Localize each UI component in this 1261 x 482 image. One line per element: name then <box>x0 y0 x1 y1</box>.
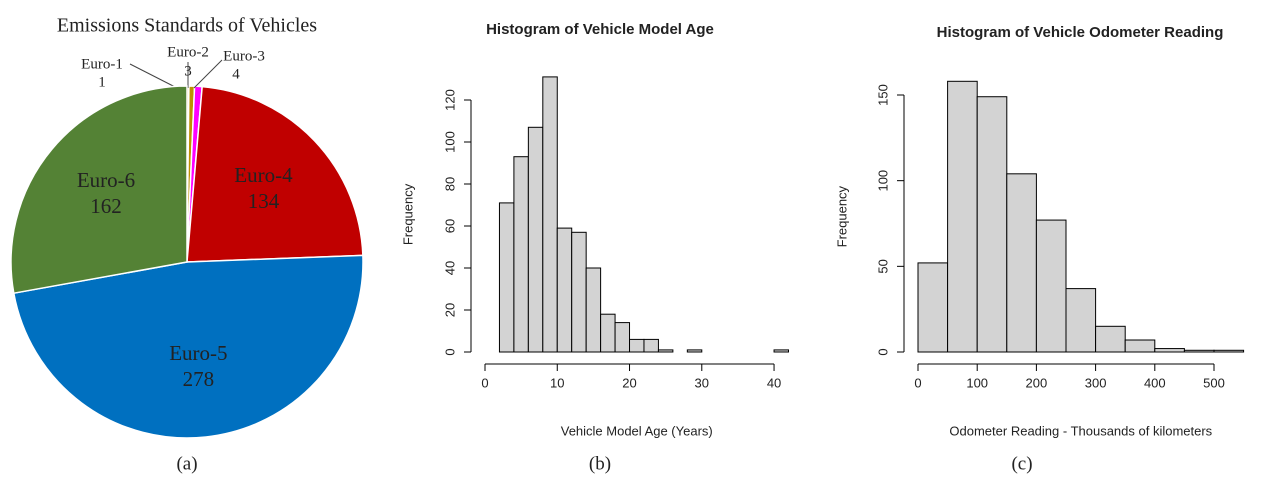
x-tick-label: 200 <box>1026 375 1048 390</box>
x-axis-label: Odometer Reading - Thousands of kilomete… <box>949 423 1212 438</box>
x-tick-label: 40 <box>767 375 781 390</box>
chart-title: Emissions Standards of Vehicles <box>57 15 317 37</box>
value-label: 162 <box>90 194 122 218</box>
bar <box>1183 349 1215 353</box>
bar <box>600 313 616 353</box>
panel-label: (c) <box>1011 453 1032 474</box>
y-tick-label: 60 <box>442 219 457 233</box>
value-label: 3 <box>184 63 192 79</box>
bar <box>614 322 631 353</box>
pie-slice <box>10 85 188 295</box>
bar <box>976 96 1008 353</box>
y-tick-label: 80 <box>442 177 457 191</box>
y-tick-label: 120 <box>442 89 457 111</box>
panel-label: (b) <box>589 453 611 474</box>
bar <box>917 262 949 353</box>
bar <box>686 349 703 353</box>
pie-slice <box>12 254 364 439</box>
bar <box>629 338 645 353</box>
x-tick-label: 0 <box>914 375 921 390</box>
y-tick-label: 50 <box>875 259 890 273</box>
value-label: 278 <box>183 367 215 391</box>
slice-label: Euro-5 <box>169 341 227 365</box>
bar <box>1035 219 1067 353</box>
bar <box>1154 348 1185 353</box>
bar <box>1213 349 1245 353</box>
bar <box>773 349 789 353</box>
slice-label: Euro-1 <box>81 56 123 72</box>
bar <box>1124 339 1156 353</box>
bar <box>571 231 587 353</box>
slice-label: Euro-2 <box>167 44 209 60</box>
panel-label: (a) <box>176 453 197 474</box>
y-tick-label: 100 <box>442 131 457 153</box>
x-tick-label: 10 <box>550 375 564 390</box>
leader-line <box>193 59 223 89</box>
x-tick-label: 100 <box>966 375 988 390</box>
slice-label: Euro-4 <box>234 163 293 187</box>
value-label: 134 <box>248 189 280 213</box>
bar <box>657 349 674 353</box>
slice-label: Euro-3 <box>223 48 265 64</box>
bar <box>556 227 573 353</box>
bar <box>947 80 978 353</box>
x-tick-label: 500 <box>1203 375 1225 390</box>
bar <box>1095 325 1126 353</box>
bar <box>643 338 659 353</box>
slice-label: Euro-6 <box>77 168 135 192</box>
x-axis-label: Vehicle Model Age (Years) <box>561 423 713 438</box>
bar <box>527 126 544 353</box>
y-axis-label: Frequency <box>400 183 415 245</box>
y-tick-label: 0 <box>442 348 457 355</box>
bar <box>542 76 558 353</box>
x-tick-label: 0 <box>481 375 488 390</box>
leader-line <box>129 63 182 91</box>
x-tick-label: 400 <box>1144 375 1166 390</box>
x-tick-label: 300 <box>1085 375 1107 390</box>
y-tick-label: 0 <box>875 348 890 355</box>
y-tick-label: 150 <box>875 84 890 106</box>
bar <box>513 156 529 353</box>
value-label: 4 <box>232 66 240 82</box>
y-tick-label: 20 <box>442 303 457 317</box>
x-tick-label: 20 <box>622 375 636 390</box>
chart-title: Histogram of Vehicle Odometer Reading <box>937 24 1224 41</box>
x-tick-label: 30 <box>695 375 709 390</box>
y-tick-label: 100 <box>875 170 890 192</box>
value-label: 1 <box>98 74 106 90</box>
bar <box>585 267 602 353</box>
bar <box>1006 173 1037 353</box>
bar <box>498 202 515 353</box>
chart-title: Histogram of Vehicle Model Age <box>486 21 714 38</box>
y-axis-label: Frequency <box>834 185 849 247</box>
y-tick-label: 40 <box>442 261 457 275</box>
bar <box>1065 288 1097 353</box>
pie-slice <box>186 85 364 263</box>
